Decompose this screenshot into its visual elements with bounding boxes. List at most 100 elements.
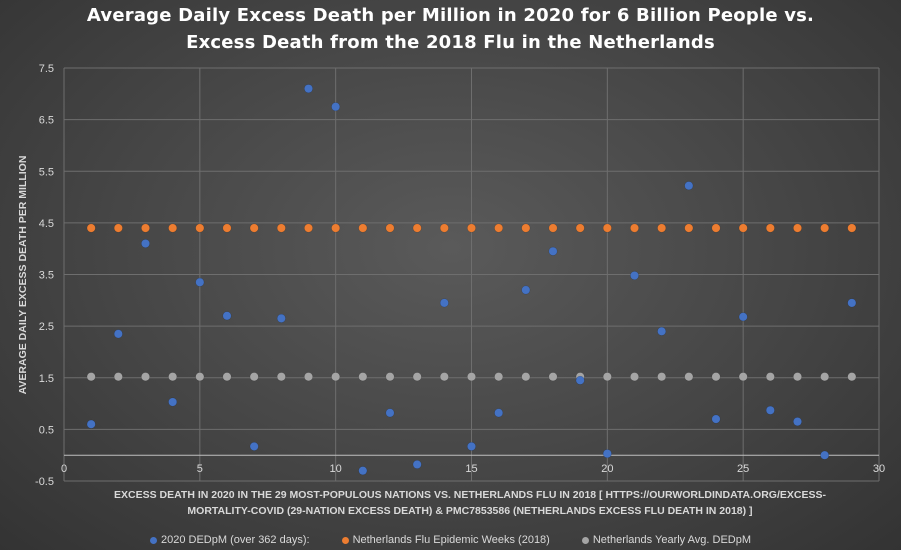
x-tick-label-0: 0: [61, 463, 67, 475]
point-series1-3[interactable]: [168, 223, 178, 233]
point-series1-9[interactable]: [331, 223, 341, 233]
point-series2-10[interactable]: [358, 372, 368, 382]
point-series1-0[interactable]: [86, 223, 96, 233]
point-series0-3[interactable]: [168, 397, 178, 407]
point-series2-6[interactable]: [249, 372, 259, 382]
point-series1-20[interactable]: [630, 223, 639, 233]
point-series1-11[interactable]: [385, 223, 395, 233]
point-series2-26[interactable]: [793, 372, 802, 382]
point-series0-20[interactable]: [630, 271, 639, 280]
point-series2-20[interactable]: [630, 372, 639, 382]
point-series2-16[interactable]: [521, 372, 531, 382]
point-series0-27[interactable]: [820, 450, 830, 460]
point-series1-6[interactable]: [249, 223, 259, 233]
point-series1-21[interactable]: [657, 223, 667, 233]
point-series1-7[interactable]: [276, 223, 286, 233]
y-tick-label-6: 5.5: [39, 166, 54, 178]
point-series0-22[interactable]: [684, 181, 694, 191]
point-series1-28[interactable]: [847, 223, 857, 233]
point-series1-24[interactable]: [738, 223, 748, 233]
point-series2-7[interactable]: [276, 372, 286, 382]
point-series2-17[interactable]: [548, 372, 558, 382]
point-series0-11[interactable]: [385, 408, 395, 418]
legend-label-2020: 2020 DEDpM (over 362 days):: [160, 534, 310, 546]
point-series0-5[interactable]: [222, 311, 232, 321]
point-series1-13[interactable]: [439, 223, 449, 233]
point-series1-22[interactable]: [684, 223, 694, 233]
point-series0-24[interactable]: [738, 312, 748, 322]
legend-marker-blue: [149, 536, 157, 544]
point-series0-28[interactable]: [847, 298, 857, 308]
point-series0-6[interactable]: [249, 441, 259, 451]
point-series1-26[interactable]: [793, 223, 802, 233]
point-series2-13[interactable]: [439, 372, 449, 382]
point-series2-23[interactable]: [711, 372, 721, 382]
point-series2-11[interactable]: [385, 372, 395, 382]
point-series2-3[interactable]: [168, 372, 178, 382]
point-series0-16[interactable]: [521, 285, 531, 295]
point-series2-28[interactable]: [847, 372, 857, 382]
point-series1-2[interactable]: [141, 223, 150, 233]
point-series0-21[interactable]: [657, 326, 667, 336]
point-series0-9[interactable]: [331, 102, 341, 112]
point-series1-15[interactable]: [494, 223, 504, 233]
point-series0-8[interactable]: [304, 84, 313, 94]
chart-title-line-2: Excess Death from the 2018 Flu in the Ne…: [186, 32, 715, 53]
point-series0-10[interactable]: [358, 466, 368, 476]
point-series2-15[interactable]: [494, 372, 504, 382]
point-series1-14[interactable]: [467, 223, 476, 233]
point-series0-25[interactable]: [765, 405, 775, 415]
point-series1-18[interactable]: [575, 223, 585, 233]
point-series1-17[interactable]: [548, 223, 558, 233]
point-series1-16[interactable]: [521, 223, 531, 233]
legend-item-2020[interactable]: 2020 DEDpM (over 362 days):: [149, 534, 310, 546]
point-series0-12[interactable]: [412, 460, 422, 469]
chart-title: Average Daily Excess Death per Million i…: [0, 2, 901, 56]
point-series0-17[interactable]: [548, 246, 558, 256]
point-series0-18[interactable]: [575, 375, 585, 385]
point-series2-4[interactable]: [195, 372, 205, 382]
x-tick-label-5: 25: [737, 463, 749, 475]
point-series0-15[interactable]: [494, 408, 504, 418]
point-series1-4[interactable]: [195, 223, 205, 233]
point-series0-26[interactable]: [793, 417, 802, 427]
point-series1-8[interactable]: [304, 223, 313, 233]
point-series2-8[interactable]: [304, 372, 313, 382]
point-series1-1[interactable]: [113, 223, 123, 233]
point-series0-19[interactable]: [602, 449, 612, 459]
point-series2-0[interactable]: [86, 372, 96, 382]
y-tick-label-1: 0.5: [39, 424, 54, 436]
point-series2-25[interactable]: [765, 372, 775, 382]
point-series2-27[interactable]: [820, 372, 830, 382]
point-series1-12[interactable]: [412, 223, 422, 233]
point-series2-12[interactable]: [412, 372, 422, 382]
point-series2-5[interactable]: [222, 372, 232, 382]
legend-item-yearly-avg[interactable]: Netherlands Yearly Avg. DEDpM: [581, 534, 751, 546]
point-series0-4[interactable]: [195, 277, 205, 287]
point-series2-9[interactable]: [331, 372, 341, 382]
point-series2-22[interactable]: [684, 372, 694, 382]
legend-item-flu-2018[interactable]: Netherlands Flu Epidemic Weeks (2018): [341, 534, 550, 546]
point-series0-2[interactable]: [141, 239, 150, 248]
point-series1-10[interactable]: [358, 223, 368, 233]
x-axis-title: EXCESS DEATH IN 2020 IN THE 29 MOST-POPU…: [114, 489, 826, 517]
point-series0-14[interactable]: [467, 441, 476, 451]
point-series2-24[interactable]: [738, 372, 748, 382]
point-series1-19[interactable]: [602, 223, 612, 233]
point-series1-5[interactable]: [222, 223, 232, 233]
point-series2-2[interactable]: [141, 372, 150, 382]
point-series0-0[interactable]: [86, 419, 96, 429]
y-tick-label-8: 7.5: [39, 63, 54, 75]
point-series1-25[interactable]: [765, 223, 775, 233]
point-series2-1[interactable]: [113, 372, 123, 382]
point-series0-13[interactable]: [439, 298, 449, 308]
point-series1-27[interactable]: [820, 223, 830, 233]
point-series2-21[interactable]: [657, 372, 667, 382]
point-series1-23[interactable]: [711, 223, 721, 233]
point-series2-19[interactable]: [602, 372, 612, 382]
point-series2-14[interactable]: [467, 372, 476, 382]
point-series0-7[interactable]: [276, 313, 286, 323]
point-series0-23[interactable]: [711, 414, 721, 424]
point-series0-1[interactable]: [113, 329, 123, 339]
